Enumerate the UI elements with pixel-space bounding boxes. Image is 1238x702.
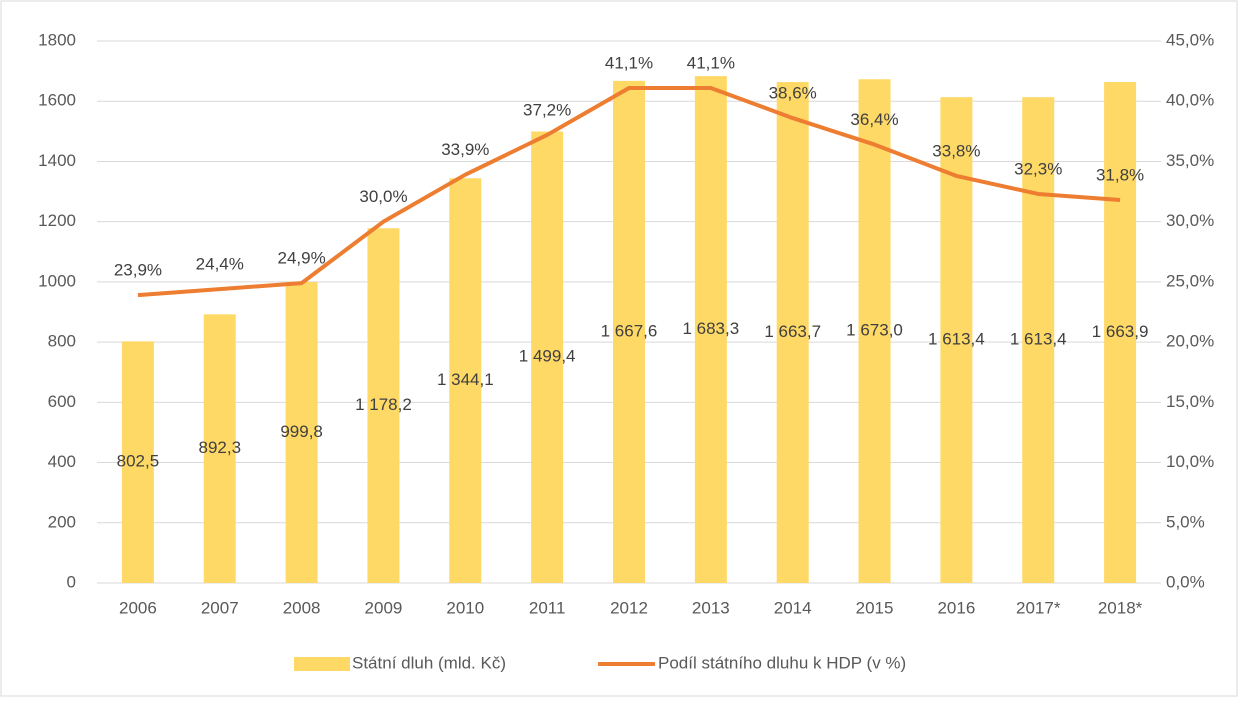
x-tick-label: 2016 xyxy=(937,598,975,617)
data-label: 802,5 xyxy=(117,452,160,471)
x-tick-label: 2007 xyxy=(201,598,239,617)
bar xyxy=(203,314,236,583)
bar xyxy=(776,82,809,583)
y-tick-label: 1200 xyxy=(38,211,76,230)
bar xyxy=(121,341,154,583)
y2-tick-label: 20,0% xyxy=(1166,332,1214,351)
y-tick-label: 1400 xyxy=(38,151,76,170)
y2-tick-label: 15,0% xyxy=(1166,392,1214,411)
bar xyxy=(858,79,891,583)
y2-tick-label: 0,0% xyxy=(1166,572,1205,591)
y2-tick-label: 35,0% xyxy=(1166,151,1214,170)
data-label: 33,9% xyxy=(441,140,489,159)
x-tick-label: 2018* xyxy=(1098,598,1143,617)
x-tick-label: 2009 xyxy=(365,598,403,617)
line xyxy=(137,85,1121,298)
data-label: 1 673,0 xyxy=(846,321,903,340)
legend-swatch xyxy=(294,657,350,671)
y2-tick-label: 40,0% xyxy=(1166,91,1214,110)
bar xyxy=(449,178,482,583)
bar xyxy=(285,281,318,583)
data-label: 1 613,4 xyxy=(1010,330,1067,349)
data-label: 32,3% xyxy=(1014,159,1062,178)
data-label: 1 667,6 xyxy=(601,321,658,340)
x-tick-label: 2017* xyxy=(1016,598,1061,617)
data-label: 24,4% xyxy=(196,255,244,274)
data-label: 38,6% xyxy=(769,84,817,103)
y-tick-label: 400 xyxy=(48,452,76,471)
data-label: 1 178,2 xyxy=(355,395,412,414)
bar xyxy=(694,76,727,584)
data-label: 41,1% xyxy=(687,53,735,72)
legend-label: Podíl státního dluhu k HDP (v %) xyxy=(658,653,906,672)
x-tick-label: 2006 xyxy=(119,598,157,617)
x-tick-label: 2015 xyxy=(856,598,894,617)
y-tick-label: 800 xyxy=(48,332,76,351)
data-label: 1 613,4 xyxy=(928,330,985,349)
bar xyxy=(367,228,400,583)
data-label: 41,1% xyxy=(605,53,653,72)
x-tick-label: 2012 xyxy=(610,598,648,617)
x-tick-label: 2011 xyxy=(529,598,566,617)
y2-tick-label: 10,0% xyxy=(1166,452,1214,471)
legend-label: Státní dluh (mld. Kč) xyxy=(352,653,506,672)
x-tick-label: 2013 xyxy=(692,598,730,617)
y-tick-label: 1600 xyxy=(38,91,76,110)
data-label: 37,2% xyxy=(523,100,571,119)
y2-tick-label: 30,0% xyxy=(1166,211,1214,230)
y2-tick-label: 5,0% xyxy=(1166,512,1205,531)
data-label: 892,3 xyxy=(198,438,241,457)
data-label: 1 683,3 xyxy=(682,319,739,338)
data-label: 24,9% xyxy=(278,249,326,268)
x-tick-label: 2010 xyxy=(446,598,484,617)
bar xyxy=(613,80,645,583)
bar xyxy=(531,131,564,584)
data-label: 1 663,9 xyxy=(1092,322,1149,341)
y-tick-label: 200 xyxy=(48,512,76,531)
data-label: 999,8 xyxy=(280,422,323,441)
x-tick-label: 2014 xyxy=(774,598,812,617)
data-label: 30,0% xyxy=(359,187,407,206)
bar xyxy=(1022,97,1055,584)
data-label: 31,8% xyxy=(1096,165,1144,184)
y-tick-label: 600 xyxy=(48,392,76,411)
y2-tick-label: 25,0% xyxy=(1166,271,1214,290)
data-label: 1 344,1 xyxy=(437,370,494,389)
data-label: 1 499,4 xyxy=(519,347,576,366)
data-label: 33,8% xyxy=(932,141,980,160)
y-tick-label: 0 xyxy=(67,572,76,591)
data-label: 23,9% xyxy=(114,261,162,280)
y2-tick-label: 45,0% xyxy=(1166,30,1214,49)
x-tick-label: 2008 xyxy=(283,598,321,617)
bar xyxy=(1104,81,1137,583)
y-tick-label: 1800 xyxy=(38,30,76,49)
data-label: 36,4% xyxy=(850,110,898,129)
data-label: 1 663,7 xyxy=(764,322,821,341)
y-tick-label: 1000 xyxy=(38,271,76,290)
